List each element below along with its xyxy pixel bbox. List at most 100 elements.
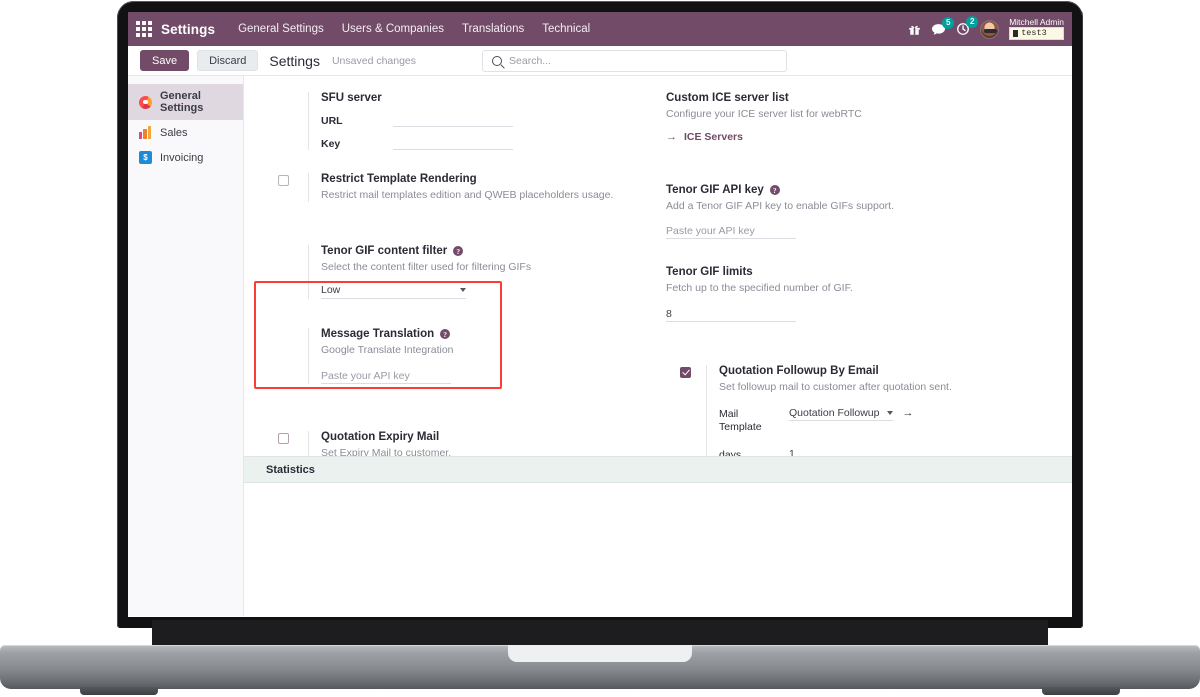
quotation-expiry-title: Quotation Expiry Mail (321, 430, 440, 443)
setting-quotation-expiry-mail: Quotation Expiry Mail Set Expiry Mail to… (278, 430, 650, 473)
messages-icon[interactable]: 5 (931, 16, 955, 36)
odoo-navbar: Settings General Settings Users & Compan… (128, 12, 1072, 46)
menu-translations[interactable]: Translations (462, 23, 525, 35)
days-value: 1 (789, 447, 795, 460)
help-icon[interactable]: ? (440, 329, 451, 340)
sidebar-item-sales[interactable]: Sales (128, 120, 243, 145)
sfu-url-row: URL (321, 114, 650, 127)
statistics-section-header: Statistics (244, 456, 1072, 483)
activities-clock-icon[interactable]: 2 (956, 16, 979, 36)
tenor-filter-body: Tenor GIF content filter ? Select the co… (308, 245, 650, 300)
settings-sidebar: General Settings Sales Invoicing (128, 76, 244, 616)
sidebar-item-invoicing[interactable]: Invoicing (128, 145, 243, 170)
arrow-right-icon[interactable]: → (902, 407, 914, 420)
sidebar-item-label: Sales (160, 126, 188, 139)
user-menu[interactable]: Mitchell Admin test3 (1009, 18, 1064, 40)
tenor-limits-description: Fetch up to the specified number of GIF. (666, 282, 853, 295)
ice-servers-link-label: ICE Servers (684, 131, 743, 144)
tenor-limits-input[interactable]: 8 (666, 305, 796, 322)
tenor-api-body: Tenor GIF API key ? Add a Tenor GIF API … (666, 184, 1038, 240)
invoicing-dollar-icon (139, 151, 152, 164)
message-translation-description: Google Translate Integration (321, 344, 454, 357)
search-icon (492, 55, 503, 66)
sfu-key-label: Key (321, 138, 341, 150)
page-title: Settings (269, 52, 320, 69)
gift-icon[interactable] (908, 23, 921, 36)
tenor-filter-description: Select the content filter used for filte… (321, 261, 532, 274)
database-name: test3 (1021, 28, 1047, 38)
sfu-url-label: URL (321, 115, 343, 127)
laptop-screen: Settings General Settings Users & Compan… (128, 12, 1072, 617)
chevron-down-icon (887, 410, 894, 415)
menu-general-settings[interactable]: General Settings (238, 23, 324, 35)
quotation-followup-description: Set followup mail to customer after quot… (719, 380, 952, 393)
database-badge: test3 (1009, 27, 1064, 40)
mail-template-control: Quotation Followup → (789, 407, 913, 421)
menu-users-companies[interactable]: Users & Companies (341, 23, 444, 35)
setting-tenor-gif-limits: Tenor GIF limits Fetch up to the specifi… (666, 266, 1038, 334)
help-icon[interactable]: ? (453, 246, 464, 257)
setting-tenor-gif-api-key: Tenor GIF API key ? Add a Tenor GIF API … (666, 184, 1038, 252)
apps-grid-icon[interactable] (136, 21, 152, 37)
database-icon (1013, 29, 1019, 37)
quotation-expiry-body: Quotation Expiry Mail Set Expiry Mail to… (308, 430, 650, 460)
sfu-key-input[interactable] (393, 137, 513, 150)
laptop-bezel-bottom (152, 620, 1048, 648)
ice-servers-link[interactable]: → ICE Servers (666, 131, 1038, 143)
tenor-filter-value: Low (321, 284, 341, 297)
restrict-template-description: Restrict mail templates edition and QWEB… (321, 189, 614, 201)
restrict-template-body: Restrict Template Rendering Restrict mai… (308, 173, 650, 203)
menu-technical[interactable]: Technical (542, 23, 591, 35)
message-translation-api-key-input[interactable]: Paste your API key (321, 367, 451, 384)
navbar-menu: General Settings Users & Companies Trans… (229, 19, 599, 39)
search-input[interactable]: Search... (482, 49, 788, 72)
tenor-api-key-input[interactable]: Paste your API key (666, 222, 796, 240)
laptop-base-notch (508, 645, 692, 662)
save-button[interactable]: Save (140, 50, 190, 71)
mail-template-row: Mail Template Quotation Followup → (719, 407, 1038, 434)
setting-message-translation: Message Translation ? Google Translate I… (278, 328, 650, 396)
avatar[interactable] (980, 19, 1000, 39)
message-translation-title-row: Message Translation ? (321, 328, 650, 340)
tenor-limits-value: 8 (666, 307, 672, 320)
quotation-followup-checkbox[interactable] (680, 366, 691, 378)
tenor-filter-select[interactable]: Low (321, 284, 466, 300)
help-icon[interactable]: ? (769, 185, 780, 196)
restrict-template-title: Restrict Template Rendering (321, 173, 477, 185)
sidebar-item-general-settings[interactable]: General Settings (128, 84, 243, 120)
control-panel: Save Discard Settings Unsaved changes Se… (128, 46, 1072, 76)
sales-bar-chart-icon (139, 126, 152, 139)
settings-right-column: Custom ICE server list Configure your IC… (666, 92, 1038, 475)
sfu-url-input[interactable] (393, 114, 513, 127)
sfu-key-row: Key (321, 137, 650, 150)
setting-tenor-gif-content-filter: Tenor GIF content filter ? Select the co… (278, 245, 650, 312)
navbar-brand[interactable]: Settings (161, 21, 216, 37)
navbar-right: 5 2 Mitchell Admin test3 (908, 16, 1066, 40)
settings-content: SFU server URL Key (244, 76, 1072, 616)
checkbox-slot-empty (278, 92, 308, 150)
restrict-template-checkbox[interactable] (278, 175, 289, 186)
quotation-followup-title: Quotation Followup By Email (719, 364, 879, 377)
quotation-expiry-description: Set Expiry Mail to customer. (321, 446, 452, 459)
custom-ice-body: Custom ICE server list Configure your IC… (666, 92, 1038, 143)
settings-icon (139, 95, 152, 109)
message-translation-title: Message Translation (321, 328, 435, 341)
discard-button[interactable]: Discard (197, 50, 259, 71)
custom-ice-title: Custom ICE server list (666, 92, 789, 104)
checkbox-slot (278, 431, 308, 460)
tenor-api-title: Tenor GIF API key (666, 184, 764, 197)
checkbox-slot (278, 173, 308, 202)
sidebar-item-label: General Settings (160, 90, 204, 114)
tenor-filter-title: Tenor GIF content filter (321, 245, 448, 258)
laptop-foot-left (80, 687, 158, 695)
search-placeholder: Search... (509, 54, 552, 67)
tenor-limits-body: Tenor GIF limits Fetch up to the specifi… (666, 266, 1038, 322)
mail-template-select[interactable]: Quotation Followup (789, 407, 894, 421)
unsaved-status: Unsaved changes (331, 54, 417, 67)
setting-sfu-server: SFU server URL Key (278, 92, 650, 163)
setting-custom-ice-server-list: Custom ICE server list Configure your IC… (666, 92, 1038, 156)
user-name: Mitchell Admin (1009, 17, 1064, 28)
quotation-expiry-checkbox[interactable] (278, 432, 289, 444)
tenor-api-description: Add a Tenor GIF API key to enable GIFs s… (666, 200, 895, 213)
